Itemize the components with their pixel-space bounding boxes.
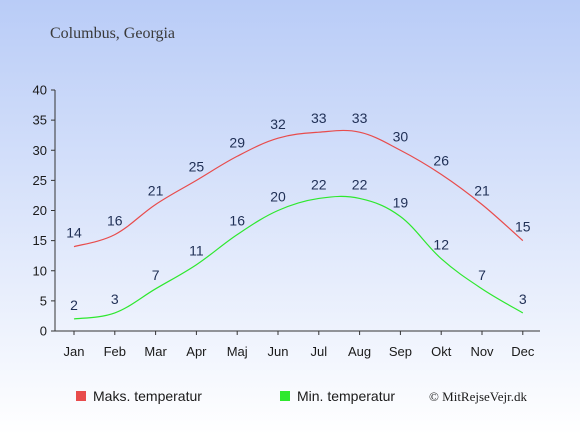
series-lines xyxy=(73,129,524,320)
min-temperature-data-label: 16 xyxy=(229,213,245,229)
min-temperature-data-label: 20 xyxy=(270,189,286,205)
legend-label-max: Maks. temperatur xyxy=(93,388,202,404)
max-temperature-data-label: 33 xyxy=(352,110,368,126)
legend-swatch-min xyxy=(280,391,290,401)
max-temperature-data-label: 21 xyxy=(474,182,490,198)
max-temperature-data-label: 33 xyxy=(311,110,327,126)
data-labels: 14 16 21 25 29 32 33 33 30 26 21 15 2 3 7 11 16 20 22 22 19 1… xyxy=(66,110,531,313)
x-tick-label: Feb xyxy=(104,344,126,359)
x-ticks: Jan Feb Mar Apr Maj Jun Jul Aug Sep Okt Nov Dec xyxy=(64,331,535,359)
min-temperature-data-label: 22 xyxy=(352,176,368,192)
x-tick-label: Jul xyxy=(310,344,327,359)
min-temperature-data-label: 22 xyxy=(311,176,327,192)
y-tick-label: 10 xyxy=(33,263,47,278)
min-temperature-data-label: 2 xyxy=(70,297,78,313)
y-tick-label: 40 xyxy=(33,83,47,98)
x-tick-label: Sep xyxy=(389,344,412,359)
legend-swatch-max xyxy=(76,391,86,401)
x-tick-label: Apr xyxy=(186,344,207,359)
x-tick-label: Mar xyxy=(144,344,167,359)
y-tick-label: 25 xyxy=(33,173,47,188)
y-tick-label: 20 xyxy=(33,203,47,218)
y-tick-label: 0 xyxy=(40,324,47,339)
credit-text: © MitRejseVejr.dk xyxy=(429,389,527,404)
max-temperature-line xyxy=(73,129,524,248)
x-tick-label: Jun xyxy=(268,344,289,359)
y-tick-label: 30 xyxy=(33,143,47,158)
min-temperature-data-label: 3 xyxy=(111,291,119,307)
legend: Maks. temperatur Min. temperatur xyxy=(76,388,395,404)
max-temperature-data-label: 25 xyxy=(189,158,205,174)
min-temperature-line xyxy=(73,195,524,320)
min-temperature-data-label: 7 xyxy=(478,267,486,283)
min-temperature-data-label: 12 xyxy=(433,237,449,253)
min-temperature-data-label: 19 xyxy=(393,195,409,211)
x-tick-label: Nov xyxy=(470,344,494,359)
chart-title: Columbus, Georgia xyxy=(50,25,175,42)
x-tick-label: Dec xyxy=(511,344,535,359)
max-temperature-data-label: 26 xyxy=(433,152,449,168)
y-tick-label: 35 xyxy=(33,113,47,128)
max-temperature-data-label: 21 xyxy=(148,182,164,198)
max-temperature-data-label: 32 xyxy=(270,116,286,132)
legend-label-min: Min. temperatur xyxy=(297,388,395,404)
max-temperature-data-label: 30 xyxy=(393,128,409,144)
min-temperature-data-label: 11 xyxy=(189,243,204,259)
y-tick-label: 15 xyxy=(33,233,47,248)
max-temperature-data-label: 16 xyxy=(107,213,123,229)
x-tick-label: Maj xyxy=(227,344,248,359)
y-tick-label: 5 xyxy=(40,293,47,308)
max-temperature-data-label: 29 xyxy=(229,134,245,150)
x-tick-label: Jan xyxy=(64,344,85,359)
min-temperature-data-label: 3 xyxy=(519,291,527,307)
y-ticks: 0 5 10 15 20 25 30 35 40 xyxy=(33,83,55,339)
max-temperature-data-label: 14 xyxy=(66,225,82,241)
min-temperature-data-label: 7 xyxy=(152,267,160,283)
x-tick-label: Aug xyxy=(348,344,371,359)
max-temperature-data-label: 15 xyxy=(515,219,531,235)
x-tick-label: Okt xyxy=(431,344,452,359)
